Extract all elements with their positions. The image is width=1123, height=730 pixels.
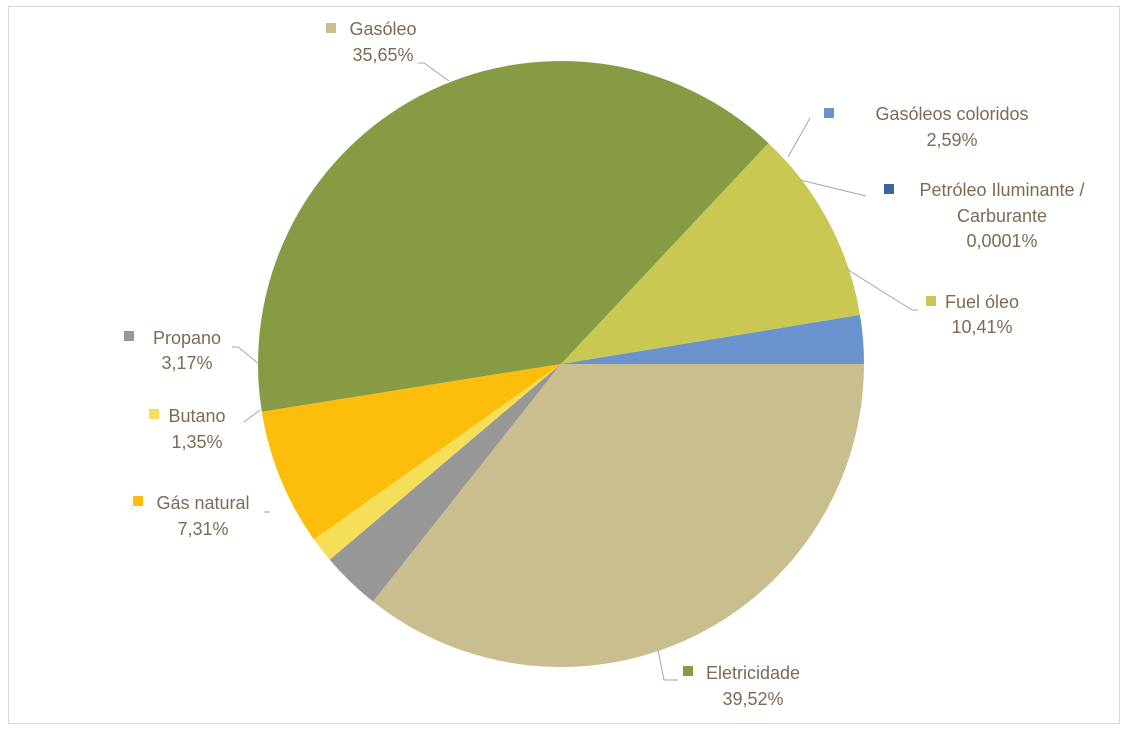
pie-slices [257, 60, 864, 668]
data-label-value: 1,35% [171, 432, 222, 452]
pie-slice-fuel-óleo [561, 143, 860, 364]
data-label-name: Gás natural [156, 493, 249, 513]
legend-key [824, 108, 834, 118]
leader-line [844, 267, 918, 311]
leader-line [799, 179, 867, 197]
data-label-name: Eletricidade [706, 663, 800, 683]
data-label-name: Gasóleo [349, 19, 416, 39]
data-label-name: Carburante [957, 206, 1047, 226]
data-label-name: Propano [153, 328, 221, 348]
data-label-value: 10,41% [951, 317, 1012, 337]
data-label-name: Gasóleos coloridos [875, 104, 1028, 124]
pie-slice-gasóleos-coloridos [561, 314, 864, 364]
leader-line [418, 62, 450, 82]
pie-slice-gasóleo [373, 364, 864, 668]
leader-lines [232, 62, 918, 681]
data-label-name: Butano [168, 406, 225, 426]
legend-key [124, 331, 134, 341]
data-label-name: Fuel óleo [945, 292, 1019, 312]
leader-line [243, 409, 261, 423]
pie-slice-butano [313, 364, 561, 560]
leader-line [657, 649, 678, 681]
pie-slice-gás-natural [261, 364, 561, 540]
legend-key [149, 409, 159, 419]
legend-key [683, 666, 693, 676]
data-label-value: 7,31% [177, 519, 228, 539]
data-labels: Gasóleos coloridos 2,59% Petróleo Iluminan… [124, 19, 1085, 709]
data-label-value: 35,65% [352, 45, 413, 65]
legend-key [884, 184, 894, 194]
legend-key [133, 496, 143, 506]
data-label-value: 2,59% [926, 130, 977, 150]
legend-key [326, 23, 336, 33]
data-label-value: 0,0001% [966, 231, 1037, 251]
pie-slice-propano [329, 364, 561, 602]
leader-line [787, 117, 811, 158]
legend-key [926, 296, 936, 306]
data-label-value: 39,52% [722, 689, 783, 709]
data-label-value: 3,17% [161, 353, 212, 373]
data-label-name: Petróleo Iluminante / [919, 180, 1084, 200]
pie-slice-eletricidade [257, 60, 769, 412]
leader-line [232, 346, 260, 365]
